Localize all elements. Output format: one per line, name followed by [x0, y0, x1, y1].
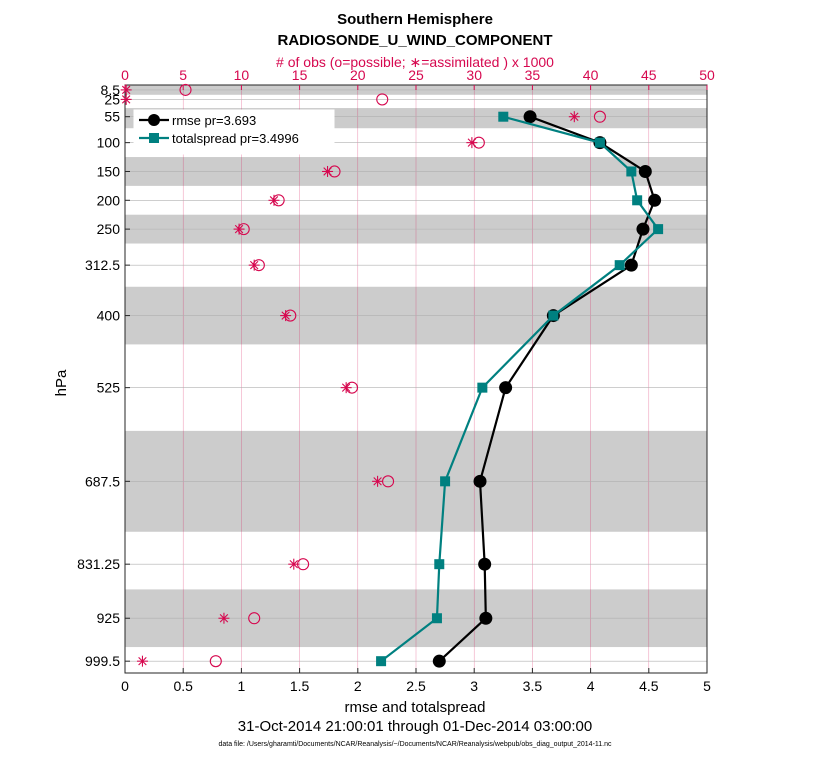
- rmse-point: [523, 110, 537, 124]
- x-tick-label: 3.5: [523, 678, 543, 694]
- obs-assimilated-marker: [120, 93, 132, 105]
- gridlines: [125, 85, 707, 673]
- top-tick-label: 15: [292, 67, 308, 83]
- top-tick-label: 10: [234, 67, 250, 83]
- top-tick-label: 5: [179, 67, 187, 83]
- totalspread-point: [594, 137, 605, 148]
- totalspread-point: [632, 195, 643, 206]
- top-tick-label: 25: [408, 67, 424, 83]
- top-tick-label: 35: [525, 67, 541, 83]
- totalspread-point: [614, 260, 625, 271]
- top-tick-label: 45: [641, 67, 657, 83]
- rmse-point: [499, 381, 513, 395]
- series-line-totalspread: [380, 115, 660, 663]
- x-tick-label: 5: [703, 678, 711, 694]
- top-tick-label: 20: [350, 67, 366, 83]
- legend-spread-marker: [149, 133, 159, 143]
- rmse-point: [478, 557, 492, 571]
- obs-assimilated-marker: [288, 558, 300, 570]
- totalspread-point: [626, 166, 637, 177]
- totalspread-point: [434, 559, 445, 570]
- legend: rmse pr=3.693 totalspread pr=3.4996: [133, 109, 335, 155]
- top-tick-label: 0: [121, 67, 129, 83]
- top-axis-label: # of obs (o=possible; ∗=assimilated ) x …: [276, 54, 554, 70]
- obs-possible-marker: [248, 612, 261, 625]
- x-tick-label: 3: [470, 678, 478, 694]
- chart-subtitle: RADIOSONDE_U_WIND_COMPONENT: [277, 32, 552, 49]
- obs-possible-marker: [593, 110, 606, 123]
- totalspread-point: [440, 476, 451, 487]
- x-tick-label: 1: [238, 678, 246, 694]
- legend-rmse-marker: [148, 114, 160, 126]
- axis-ticks: 0 0.5 1 1.5 2 2.5 3 3.5 4 4.5 50 5 10 15 20 25 30 35 40 45 5…: [77, 67, 715, 694]
- x-tick-label: 1.5: [290, 678, 310, 694]
- top-tick-label: 50: [699, 67, 715, 83]
- rmse-point: [432, 654, 446, 668]
- data-series: [376, 110, 664, 668]
- x-axis-label: rmse and totalspread: [345, 699, 486, 716]
- y-tick-label: 525: [97, 380, 121, 396]
- y-tick-label: 200: [97, 192, 121, 208]
- rmse-point: [624, 258, 638, 272]
- legend-spread-label: totalspread pr=3.4996: [172, 131, 299, 146]
- totalspread-point: [431, 613, 442, 624]
- y-tick-label: 400: [97, 308, 121, 324]
- legend-box: [133, 109, 335, 155]
- y-tick-label: 999.5: [85, 653, 120, 669]
- x-tick-label: 4: [587, 678, 595, 694]
- obs-assimilated-marker: [120, 84, 132, 96]
- rmse-point: [648, 193, 662, 207]
- date-range-label: 31-Oct-2014 21:00:01 through 01-Dec-2014…: [238, 718, 592, 735]
- obs-assimilated-marker: [268, 194, 280, 206]
- totalspread-point: [548, 310, 559, 321]
- obs-possible-marker: [209, 655, 222, 668]
- x-tick-label: 4.5: [639, 678, 659, 694]
- obs-possible-marker: [376, 93, 389, 106]
- x-tick-label: 0.5: [173, 678, 193, 694]
- obs-assimilated-marker: [233, 223, 245, 235]
- obs-assimilated-marker: [340, 382, 352, 394]
- x-tick-label: 2: [354, 678, 362, 694]
- y-tick-label: 150: [97, 163, 121, 179]
- rmse-point: [638, 164, 652, 178]
- obs-assimilated-marker: [248, 259, 260, 271]
- x-tick-label: 2.5: [406, 678, 426, 694]
- y-tick-label: 925: [97, 610, 121, 626]
- y-tick-label: 100: [97, 135, 121, 151]
- totalspread-point: [498, 111, 509, 122]
- obs-assimilated-marker: [372, 475, 384, 487]
- rmse-point: [636, 222, 650, 236]
- obs-assimilated-marker: [280, 310, 292, 322]
- obs-assimilated-marker: [218, 612, 230, 624]
- y-tick-label: 55: [104, 109, 120, 125]
- x-tick-label: 0: [121, 678, 129, 694]
- y-tick-label: 687.5: [85, 473, 120, 489]
- chart-title: Southern Hemisphere: [337, 11, 493, 28]
- rmse-point: [473, 474, 487, 488]
- totalspread-point: [477, 382, 488, 393]
- legend-rmse-label: rmse pr=3.693: [172, 113, 256, 128]
- series-line-rmse: [438, 115, 656, 662]
- top-tick-label: 40: [583, 67, 599, 83]
- totalspread-point: [376, 656, 387, 667]
- y-tick-label: 250: [97, 221, 121, 237]
- y-tick-label: 312.5: [85, 257, 120, 273]
- y-tick-label: 831.25: [77, 556, 120, 572]
- y-tick-label: 8.5: [101, 82, 121, 98]
- obs-assimilated-marker: [568, 111, 580, 123]
- obs-possible-marker: [179, 83, 192, 96]
- y-axis-label: hPa: [53, 369, 70, 396]
- y-tick-label: 25: [104, 91, 120, 107]
- rmse-point: [479, 611, 493, 625]
- obs-assimilated-marker: [322, 165, 334, 177]
- obs-assimilated-marker: [466, 137, 478, 149]
- top-tick-label: 30: [466, 67, 482, 83]
- obs-assimilated-marker: [136, 655, 148, 667]
- data-file-footnote: data file: /Users/gharamti/Documents/NCA…: [218, 741, 612, 748]
- totalspread-point: [653, 224, 664, 235]
- obs-count-markers: [120, 83, 606, 668]
